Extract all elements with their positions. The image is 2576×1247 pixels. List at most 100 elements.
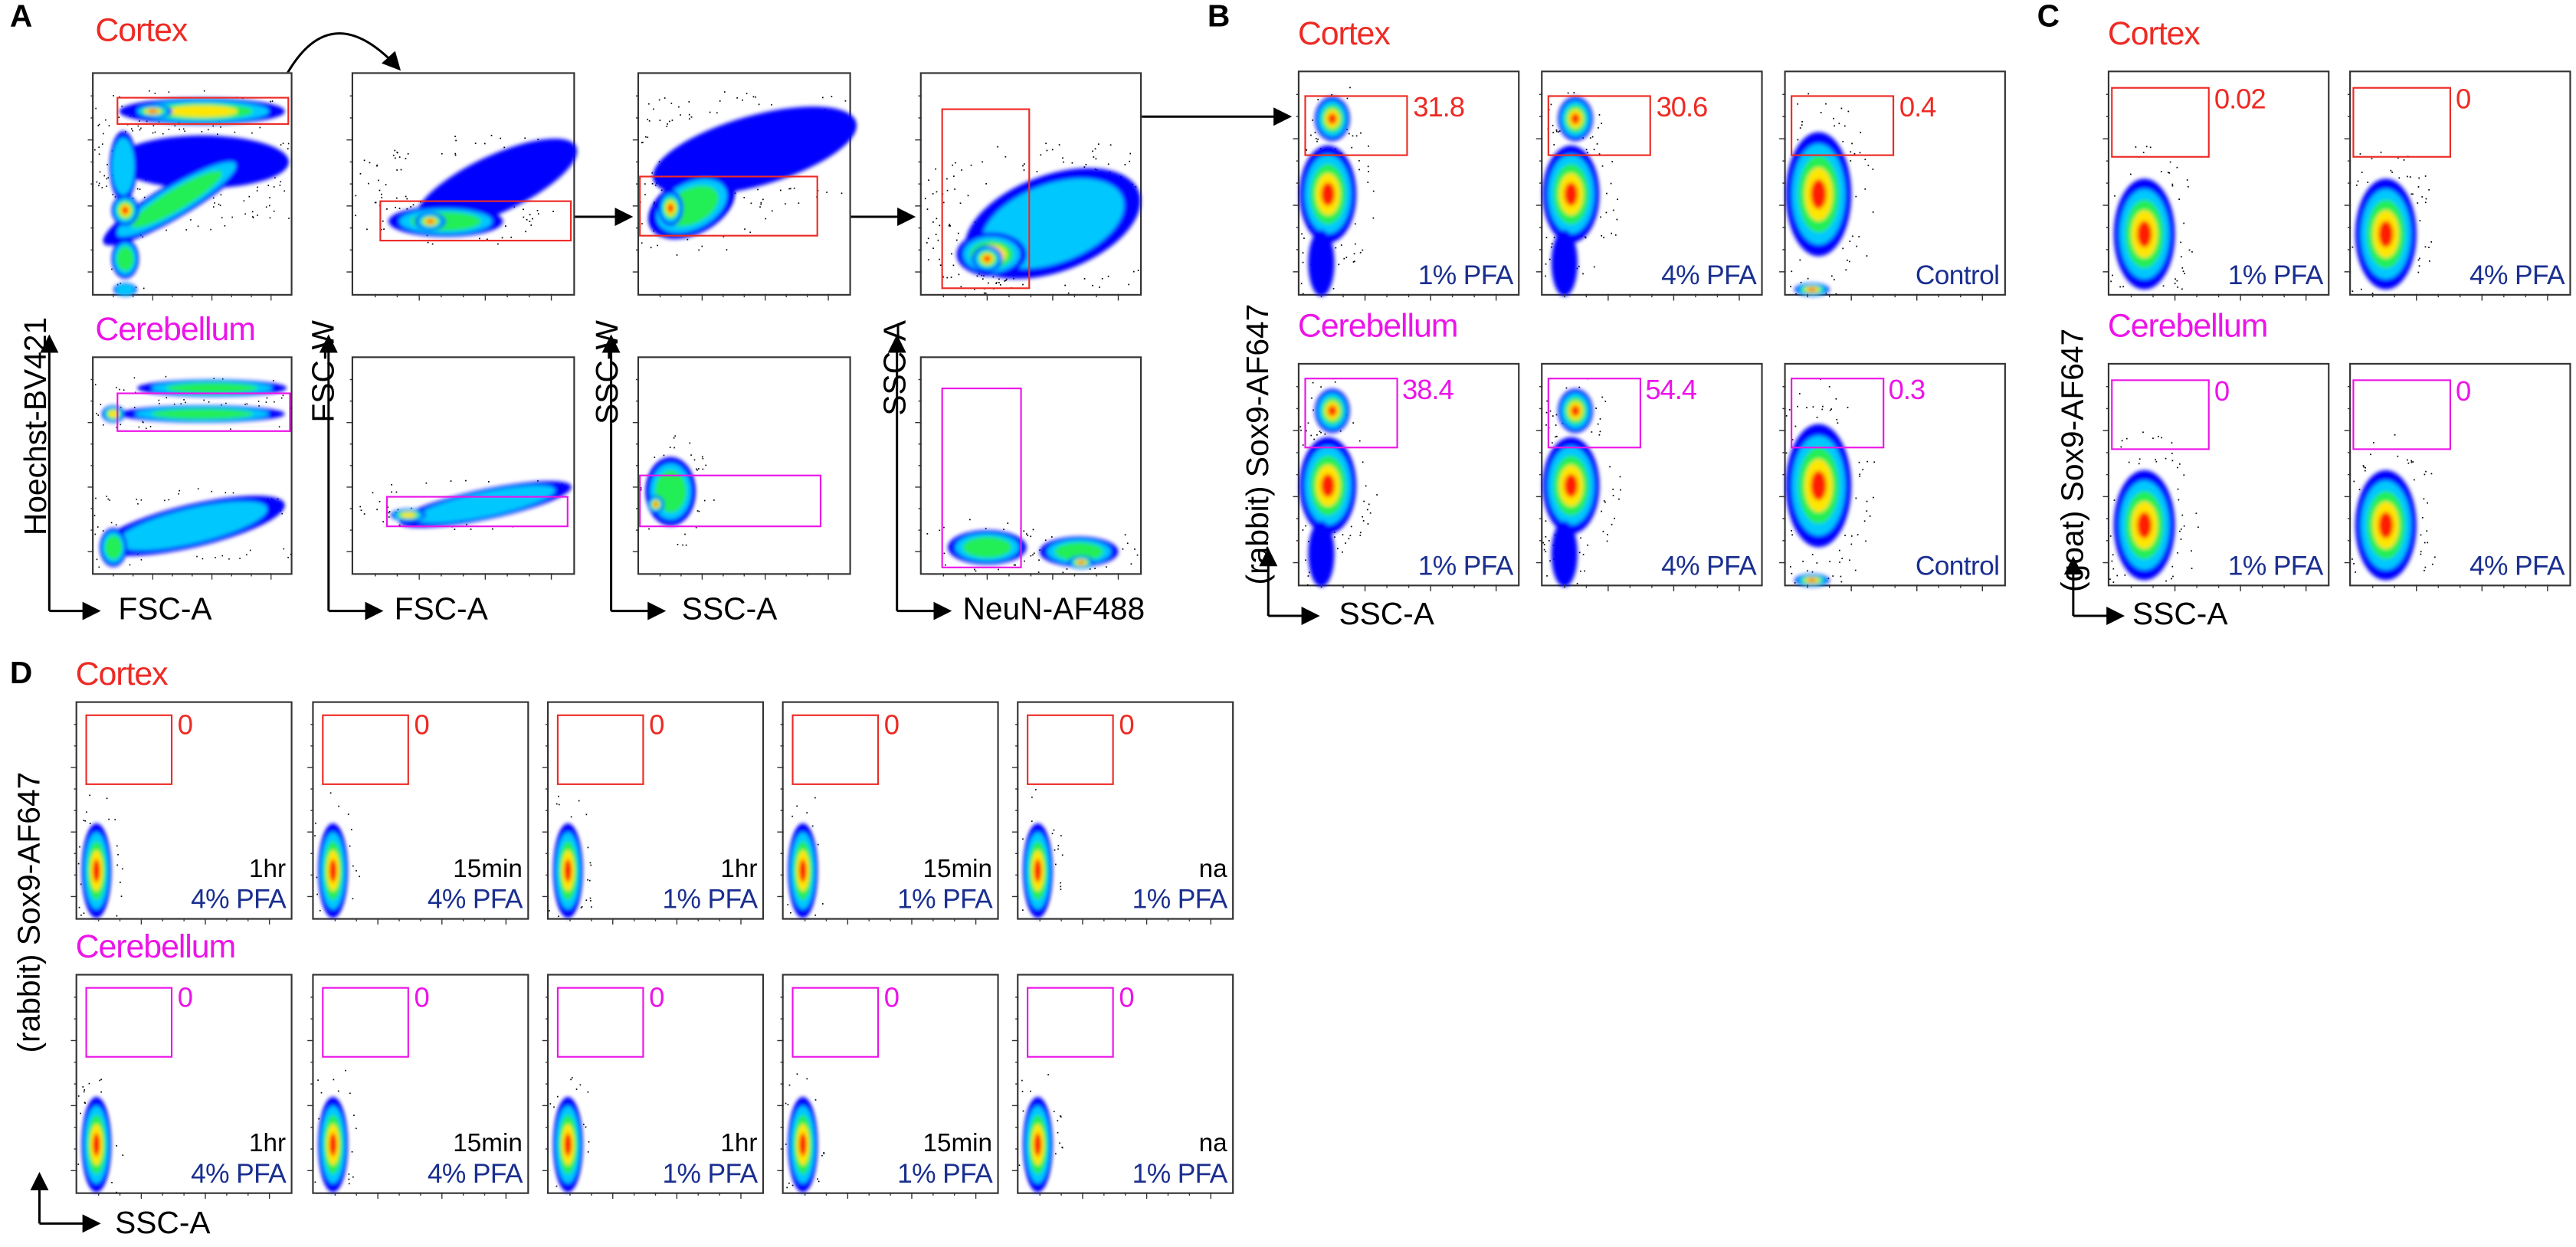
event-dot: [2430, 473, 2433, 475]
event-dot: [1003, 529, 1005, 531]
event-dot: [1349, 87, 1351, 89]
gate-box[interactable]: [2111, 378, 2211, 450]
event-dot: [2430, 241, 2433, 243]
event-dot: [2380, 151, 2382, 153]
gate-box[interactable]: [2353, 378, 2452, 450]
gate-box[interactable]: [322, 986, 410, 1059]
gate-box[interactable]: [85, 713, 174, 785]
event-dot: [2182, 270, 2184, 273]
event-dot: [269, 197, 270, 198]
event-dot: [103, 133, 104, 135]
event-dot: [214, 202, 215, 204]
event-dot: [1614, 517, 1615, 519]
event-dot: [645, 136, 647, 138]
gate-box[interactable]: [1547, 378, 1641, 449]
event-dot: [588, 879, 591, 882]
density-plot: [777, 997, 977, 1200]
gate-box[interactable]: [1547, 95, 1652, 157]
event-dot: [2360, 288, 2362, 290]
gate-box[interactable]: [639, 474, 822, 529]
gate-box[interactable]: [791, 986, 880, 1059]
event-dot: [2358, 489, 2361, 491]
event-dot: [1126, 542, 1129, 545]
event-dot: [2410, 193, 2413, 195]
event-dot: [136, 188, 139, 190]
gate-box[interactable]: [1027, 713, 1115, 785]
gate-box[interactable]: [1790, 95, 1896, 157]
event-dot: [80, 1112, 81, 1114]
event-dot: [396, 152, 398, 153]
event-dot: [84, 820, 87, 822]
event-dot: [2371, 158, 2373, 159]
density-plot: [2344, 93, 2548, 301]
event-dot: [2112, 581, 2115, 583]
event-dot: [2111, 560, 2113, 562]
gate-box[interactable]: [85, 986, 174, 1059]
event-dot: [100, 404, 102, 406]
event-dot: [168, 499, 170, 501]
event-dot: [1366, 509, 1368, 511]
event-dot: [1604, 501, 1606, 503]
gate-box[interactable]: [386, 496, 569, 529]
event-dot: [2161, 437, 2163, 439]
event-dot: [2125, 437, 2128, 440]
event-dot: [2424, 569, 2425, 571]
density-contour: [108, 410, 119, 418]
event-dot: [2162, 285, 2165, 287]
event-dot: [2180, 528, 2182, 530]
event-dot: [2423, 498, 2425, 500]
event-dot: [524, 137, 526, 139]
gate-box[interactable]: [791, 713, 880, 785]
event-dot: [315, 822, 316, 824]
gate-box[interactable]: [1027, 986, 1115, 1059]
event-dot: [954, 162, 956, 164]
event-dot: [1847, 259, 1848, 261]
event-dot: [1300, 283, 1303, 285]
event-dot: [143, 196, 146, 198]
gating-plot: [632, 72, 857, 301]
event-dot: [975, 570, 977, 572]
event-dot: [279, 185, 281, 186]
gate-box[interactable]: [2353, 87, 2452, 159]
event-dot: [719, 100, 721, 102]
event-dot: [673, 447, 675, 449]
event-dot: [716, 112, 718, 114]
event-dot: [431, 243, 434, 245]
gate-box[interactable]: [117, 392, 291, 431]
event-dot: [142, 421, 144, 423]
event-dot: [532, 218, 533, 220]
event-dot: [1599, 430, 1601, 433]
event-dot: [936, 191, 938, 193]
event-dot: [1101, 277, 1103, 280]
gate-box[interactable]: [379, 200, 572, 241]
event-dot: [831, 96, 833, 97]
x-axis-label: SSC-A: [1339, 597, 1434, 633]
event-dot: [116, 427, 117, 428]
event-dot: [283, 190, 285, 192]
event-dot: [366, 228, 368, 231]
gate-box[interactable]: [2111, 87, 2211, 159]
gate-box[interactable]: [639, 176, 818, 237]
sox9-plot: 38.4 1% PFA: [1293, 362, 1520, 591]
fixation-time: 15min: [453, 856, 523, 884]
event-dot: [1866, 510, 1868, 512]
density-contour: [1054, 542, 1103, 561]
density-contour: [104, 535, 123, 560]
gate-box[interactable]: [117, 97, 289, 126]
gate-box[interactable]: [557, 713, 645, 785]
event-dot: [1791, 439, 1794, 440]
gate-box[interactable]: [1790, 378, 1884, 449]
gate-box[interactable]: [322, 713, 410, 785]
gate-box[interactable]: [1303, 95, 1409, 157]
event-dot: [385, 184, 387, 185]
gate-box[interactable]: [557, 986, 645, 1059]
event-dot: [1343, 257, 1345, 260]
event-dot: [1358, 169, 1360, 171]
event-dot: [360, 509, 362, 512]
gate-box[interactable]: [1303, 378, 1398, 449]
gate-box[interactable]: [941, 388, 1022, 569]
event-dot: [1800, 281, 1802, 283]
event-dot: [2135, 146, 2137, 148]
gate-box[interactable]: [941, 109, 1031, 290]
event-dot: [1061, 1147, 1064, 1149]
